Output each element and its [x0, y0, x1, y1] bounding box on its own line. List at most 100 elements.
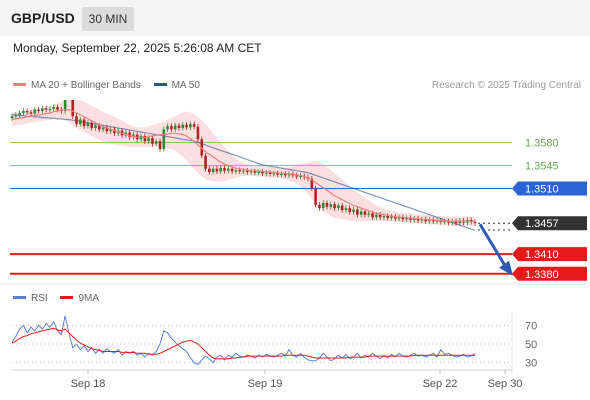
bollinger-band [12, 100, 475, 227]
candle-body [29, 112, 33, 114]
rsi-legend-label: RSI [31, 293, 48, 304]
x-tick-label: Sep 30 [488, 378, 523, 390]
level-tag-1.3510 [512, 181, 587, 196]
candle-body [283, 174, 287, 176]
forecast-arrow-shaft [478, 223, 507, 267]
timeframe-button[interactable]: 30 MIN [82, 7, 134, 31]
candle-body [10, 116, 14, 119]
ma20-legend-swatch [13, 82, 26, 86]
candle-body [109, 129, 112, 132]
candle-body [158, 141, 162, 150]
candle-body [219, 168, 223, 172]
candle-body [375, 214, 378, 218]
candle-body [37, 109, 40, 111]
candle-body [44, 108, 48, 110]
x-tick-label: Sep 19 [248, 378, 283, 390]
candle-body [337, 205, 340, 209]
candle-body [230, 168, 234, 172]
candle-body [215, 168, 219, 172]
ma20-line [11, 109, 476, 223]
candle-body [56, 107, 59, 110]
candle-body [310, 178, 314, 189]
candle-body [173, 125, 177, 130]
candle-body [33, 109, 37, 114]
credit-text: Research © 2025 Trading Central [431, 80, 581, 91]
candle-body [52, 107, 56, 110]
candle-body [386, 216, 390, 218]
candle-body [132, 134, 135, 138]
level-value-1.3410: 1.3410 [525, 249, 559, 261]
candle-body [223, 168, 226, 171]
rsi-ma-legend-label: 9MA [78, 293, 100, 304]
candle-body [79, 119, 82, 125]
candle-body [18, 112, 21, 115]
candle-body [249, 171, 253, 173]
candle-body [390, 216, 393, 218]
candle-body [261, 172, 264, 174]
candle-body [257, 172, 260, 174]
candle-body [86, 122, 90, 127]
forecast-arrow-head [499, 260, 513, 276]
candle-body [166, 126, 169, 130]
rsi-tick-label: 50 [525, 339, 537, 351]
candle-body [276, 173, 279, 175]
candle-body [147, 137, 150, 142]
candle-body [128, 132, 131, 138]
candle-body [329, 204, 333, 207]
candle-body [196, 126, 200, 140]
candle-body [151, 137, 154, 144]
candle-body [200, 139, 204, 156]
candle-body [22, 111, 25, 113]
candle-body [234, 170, 238, 172]
candle-body [431, 219, 435, 222]
candle-body [154, 141, 158, 144]
candle-body [63, 100, 67, 111]
candle-body [344, 208, 348, 211]
candle-body [428, 219, 431, 222]
candle-body [439, 220, 443, 222]
candle-body [363, 211, 367, 215]
pair-title: GBP/USD [11, 10, 75, 26]
candle-body [378, 214, 382, 218]
level-value-1.3580: 1.3580 [525, 138, 559, 150]
candle-body [71, 100, 75, 117]
candle-body [447, 221, 450, 223]
candle-body [409, 217, 412, 220]
level-value-1.3457: 1.3457 [525, 218, 559, 230]
candle-body [185, 124, 188, 128]
candle-body [458, 220, 462, 224]
candle-body [473, 221, 477, 224]
x-tick-label: Sep 18 [71, 378, 106, 390]
candle-body [48, 109, 52, 111]
candle-body [359, 211, 363, 215]
candle-body [189, 124, 192, 128]
candle-body [340, 205, 344, 211]
candle-body [68, 87, 71, 90]
ma50-legend-swatch [153, 82, 167, 86]
candle-body [192, 124, 196, 127]
candle-body [245, 170, 249, 173]
candle-body [253, 171, 257, 173]
candle-body [450, 221, 454, 223]
candle-body [348, 208, 352, 213]
candle-body [352, 209, 355, 213]
ma50-legend-label: MA 50 [171, 80, 200, 91]
x-tick-label: Sep 22 [423, 378, 458, 390]
ma20-legend-label: MA 20 + Bollinger Bands [31, 80, 141, 91]
candle-body [356, 209, 359, 215]
candle-body [82, 119, 86, 127]
candle-body [321, 202, 325, 209]
candle-body [264, 172, 268, 174]
candle-body [268, 172, 272, 174]
rsi-legend-swatch [13, 295, 26, 299]
candle-body [412, 218, 416, 220]
candle-body [90, 122, 93, 129]
candle-body [382, 216, 386, 218]
candle-body [397, 217, 401, 219]
candle-body [211, 168, 215, 173]
candle-body [97, 125, 101, 130]
candle-body [143, 135, 147, 142]
candle-body [420, 219, 424, 221]
candle-body [318, 204, 321, 209]
